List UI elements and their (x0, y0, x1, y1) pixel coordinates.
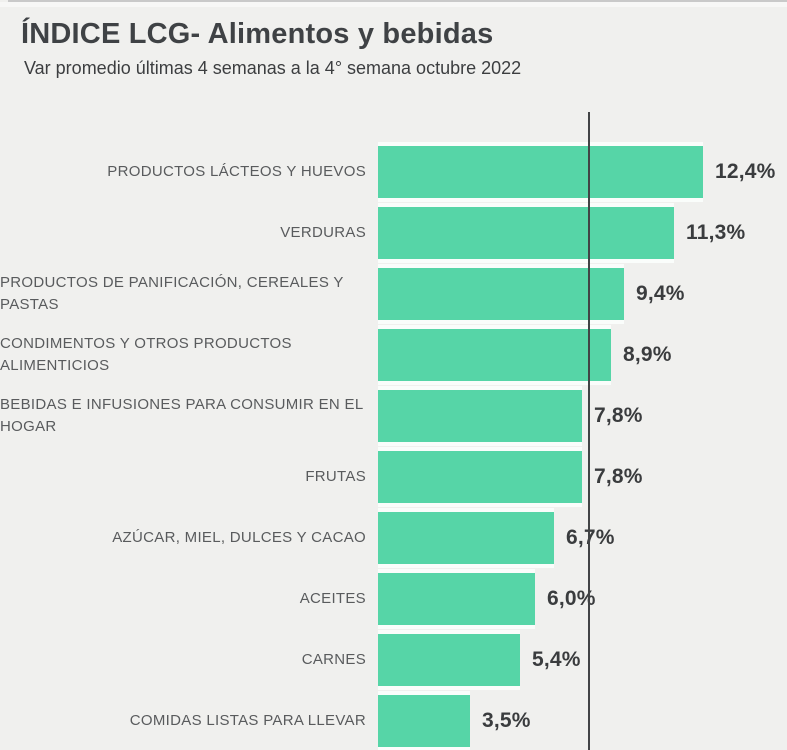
value-label: 6,7% (566, 525, 615, 549)
bar-row: AZÚCAR, MIEL, DULCES Y CACAO 6,7% (0, 507, 787, 568)
bar-row: VERDURAS 11,3% (0, 202, 787, 263)
bar (378, 511, 554, 564)
bar-cell: 5,4% (378, 629, 787, 690)
bar-cell: 6,7% (378, 507, 787, 568)
bar (378, 389, 582, 442)
bar-row: PRODUCTOS DE PANIFICACIÓN, CEREALES Y PA… (0, 263, 787, 324)
bar-cell: 12,4% (378, 141, 787, 202)
category-label-cell: PRODUCTOS DE PANIFICACIÓN, CEREALES Y PA… (0, 272, 366, 316)
category-label-cell: AZÚCAR, MIEL, DULCES Y CACAO (0, 527, 366, 549)
bar-chart: PRODUCTOS LÁCTEOS Y HUEVOS 12,4% VERDURAS 1… (0, 112, 787, 750)
category-label: CONDIMENTOS Y OTROS PRODUCTOS ALIMENTICI… (0, 334, 292, 374)
value-label: 3,5% (482, 708, 531, 732)
category-label: FRUTAS (305, 467, 366, 485)
top-highlight-strip (0, 2, 787, 7)
category-label: BEBIDAS E INFUSIONES PARA CONSUMIR EN EL… (0, 395, 363, 435)
bar (378, 694, 470, 747)
category-label: VERDURAS (280, 223, 366, 241)
bar-cell: 11,3% (378, 202, 787, 263)
bar (378, 450, 582, 503)
category-label: PRODUCTOS DE PANIFICACIÓN, CEREALES Y PA… (0, 273, 344, 313)
bar-cell: 7,8% (378, 385, 787, 446)
bar (378, 328, 611, 381)
chart-header: ÍNDICE LCG- Alimentos y bebidas Var prom… (21, 18, 777, 79)
category-label-cell: CONDIMENTOS Y OTROS PRODUCTOS ALIMENTICI… (0, 333, 366, 377)
bar-row: CARNES 5,4% (0, 629, 787, 690)
page-title: ÍNDICE LCG- Alimentos y bebidas (21, 18, 494, 50)
bar-cell: 6,0% (378, 568, 787, 629)
bar-cell: 9,4% (378, 263, 787, 324)
category-label: COMIDAS LISTAS PARA LLEVAR (129, 711, 366, 729)
bar (378, 633, 520, 686)
bar-row: ACEITES 6,0% (0, 568, 787, 629)
bar-row: COMIDAS LISTAS PARA LLEVAR 3,5% (0, 690, 787, 750)
bar-row: CONDIMENTOS Y OTROS PRODUCTOS ALIMENTICI… (0, 324, 787, 385)
bar-cell: 7,8% (378, 446, 787, 507)
value-label: 11,3% (686, 220, 746, 244)
value-label: 5,4% (532, 647, 581, 671)
bar (378, 206, 674, 259)
category-label-cell: VERDURAS (0, 222, 366, 244)
category-label-cell: BEBIDAS E INFUSIONES PARA CONSUMIR EN EL… (0, 394, 366, 438)
bar-cell: 8,9% (378, 324, 787, 385)
category-label-cell: PRODUCTOS LÁCTEOS Y HUEVOS (0, 161, 366, 183)
category-label-cell: FRUTAS (0, 466, 366, 488)
category-label: ACEITES (299, 589, 366, 607)
bar-row: BEBIDAS E INFUSIONES PARA CONSUMIR EN EL… (0, 385, 787, 446)
category-label: AZÚCAR, MIEL, DULCES Y CACAO (112, 528, 366, 546)
reference-line (588, 112, 590, 750)
bar (378, 267, 624, 320)
category-label: CARNES (301, 650, 366, 668)
category-label-cell: ACEITES (0, 588, 366, 610)
value-label: 9,4% (636, 281, 685, 305)
value-label: 8,9% (623, 342, 672, 366)
top-divider (8, 0, 787, 2)
page-subtitle: Var promedio últimas 4 semanas a la 4° s… (24, 58, 522, 78)
category-label: PRODUCTOS LÁCTEOS Y HUEVOS (107, 162, 366, 180)
bar-row: FRUTAS 7,8% (0, 446, 787, 507)
value-label: 6,0% (547, 586, 596, 610)
category-label-cell: CARNES (0, 649, 366, 671)
bar-rows: PRODUCTOS LÁCTEOS Y HUEVOS 12,4% VERDURAS 1… (0, 112, 787, 750)
category-label-cell: COMIDAS LISTAS PARA LLEVAR (0, 710, 366, 732)
value-label: 7,8% (594, 464, 643, 488)
bar (378, 572, 535, 625)
bar-row: PRODUCTOS LÁCTEOS Y HUEVOS 12,4% (0, 141, 787, 202)
bar-cell: 3,5% (378, 690, 787, 750)
bar (378, 145, 703, 198)
value-label: 12,4% (715, 159, 776, 183)
value-label: 7,8% (594, 403, 643, 427)
